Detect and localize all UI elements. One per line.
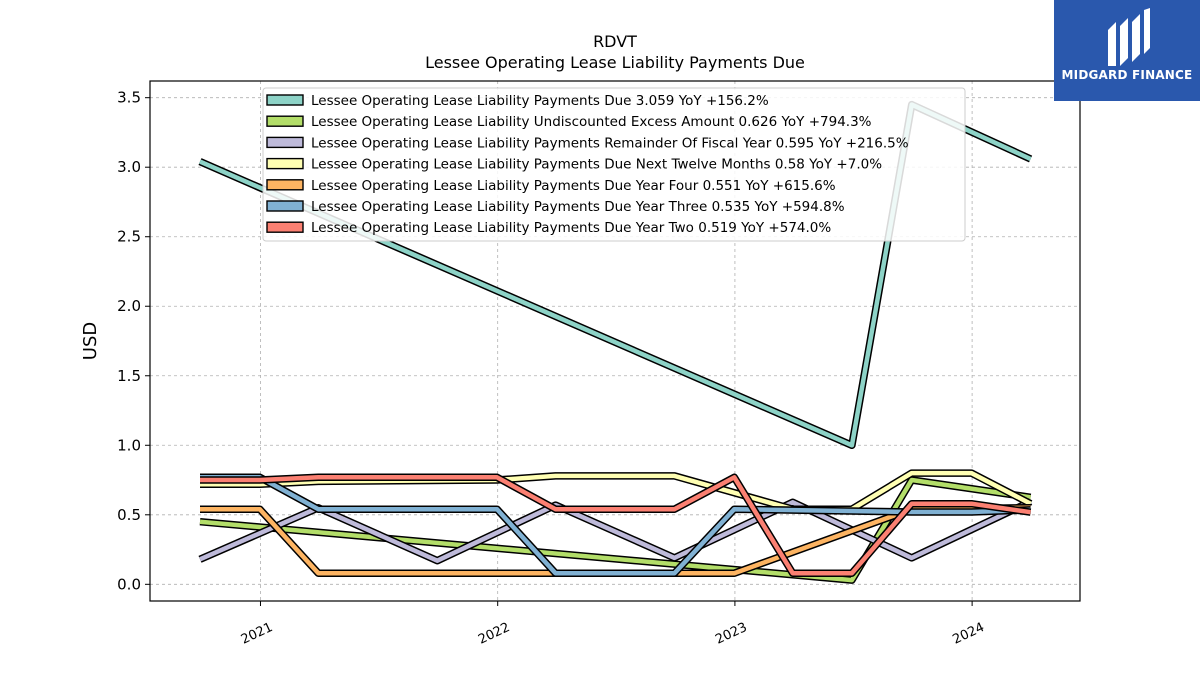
legend-swatch-5: [266, 179, 304, 191]
x-tick-label: 2023: [713, 620, 749, 648]
legend-swatch-4: [266, 157, 304, 170]
brand-logo: MIDGARD FINANCE: [1054, 0, 1200, 101]
series-group: [198, 100, 1033, 584]
series-line-2: [199, 477, 1031, 583]
series-line-7: [200, 475, 1031, 576]
y-tick-label: 1.0: [117, 436, 141, 454]
legend-entry-3: Lessee Operating Lease Liability Payment…: [311, 135, 909, 151]
chart-title-group: RDVT Lessee Operating Lease Liability Pa…: [425, 32, 805, 72]
y-axis-label: USD: [80, 322, 101, 360]
legend-entry-1: Lessee Operating Lease Liability Payment…: [311, 93, 769, 109]
y-tick-label: 0.0: [117, 575, 141, 593]
legend-swatch-1: [266, 94, 304, 106]
legend-entry-6: Lessee Operating Lease Liability Payment…: [311, 199, 845, 215]
x-tick-label: 2024: [950, 620, 986, 648]
series-line-6: [200, 475, 1031, 576]
legend-entry-2: Lessee Operating Lease Liability Undisco…: [311, 114, 872, 130]
midgard-logo-icon: [1108, 8, 1150, 66]
series-line-5: [200, 505, 1031, 576]
legend-swatch-6: [266, 200, 304, 212]
legend-swatch-7: [266, 221, 304, 233]
series-line-1: [199, 102, 1032, 448]
y-tick-label: 0.5: [117, 506, 141, 524]
series-line-outline-5: [200, 503, 1031, 577]
y-tick-label: 3.0: [117, 158, 141, 176]
legend-swatch-2: [266, 115, 304, 127]
chart-subtitle: Lessee Operating Lease Liability Payment…: [425, 53, 805, 72]
legend-swatch-3: [266, 136, 304, 149]
x-tick-label: 2021: [239, 620, 275, 648]
y-tick-label: 2.0: [117, 297, 141, 315]
series-line-3: [199, 499, 1032, 563]
legend-entry-5: Lessee Operating Lease Liability Payment…: [311, 178, 836, 194]
y-axis: 0.0 0.5 1.0 1.5 2.0 2.5 3.0 3.5: [117, 89, 150, 593]
x-axis: 2021 2022 2023 2024: [239, 601, 987, 648]
series-line-4: [200, 470, 1032, 512]
chart-title: RDVT: [593, 32, 637, 51]
logo-wordmark: MIDGARD FINANCE: [1061, 68, 1193, 82]
legend: Lessee Operating Lease Liability Payment…: [262, 87, 966, 242]
y-tick-label: 2.5: [117, 228, 141, 246]
y-tick-label: 1.5: [117, 367, 141, 385]
x-tick-label: 2022: [476, 620, 512, 648]
legend-entry-7: Lessee Operating Lease Liability Payment…: [311, 220, 831, 236]
plot-area-frame: [149, 80, 1081, 602]
legend-entry-4: Lessee Operating Lease Liability Payment…: [311, 157, 882, 173]
legend-frame: [262, 87, 966, 242]
y-tick-label: 3.5: [117, 89, 141, 107]
